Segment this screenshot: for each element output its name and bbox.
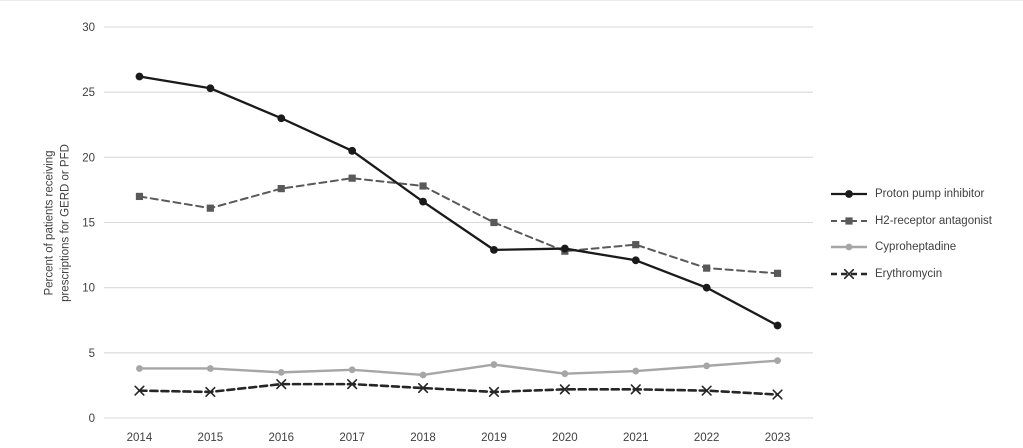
data-point-square <box>632 241 640 249</box>
data-point-circle <box>419 197 427 206</box>
data-point-circle <box>490 361 498 368</box>
data-point-square <box>773 269 782 277</box>
data-point-circle <box>561 370 569 378</box>
x-tick-label-2020: 2020 <box>552 432 578 444</box>
x-tick-label-2014: 2014 <box>127 432 153 444</box>
legend-marker-proton-pump-inhibitor-icon <box>831 190 867 199</box>
chart-legend: Proton pump inhibitor H2-receptor antagon… <box>830 181 992 287</box>
data-point-circle <box>845 243 853 251</box>
legend-item-erythromycin: Erythromycin <box>830 261 992 288</box>
data-point-x <box>417 382 429 394</box>
data-point-circle <box>702 283 711 292</box>
data-point-x <box>630 384 641 395</box>
data-point-circle <box>490 245 498 254</box>
data-point-x <box>276 379 287 390</box>
legend-label-proton-pump-inhibitor: Proton pump inhibitor <box>875 188 985 201</box>
data-point-circle <box>277 368 285 376</box>
y-axis-title-line-1: Percent of patients receiving <box>43 150 56 296</box>
data-point-square <box>277 185 285 193</box>
x-tick-label-2023: 2023 <box>765 432 791 444</box>
series-proton-pump-inhibitor <box>135 72 782 330</box>
data-point-circle <box>703 362 711 370</box>
data-point-circle <box>845 190 853 199</box>
data-point-circle <box>206 365 214 372</box>
y-tick-label-30: 30 <box>82 22 95 34</box>
legend-marker-h2-receptor-antagonist-icon <box>831 217 867 225</box>
data-point-x <box>559 384 570 395</box>
series-line-erythromycin <box>138 382 779 396</box>
data-point-square <box>419 182 427 190</box>
data-point-square <box>845 217 853 225</box>
data-point-x <box>488 386 500 398</box>
data-point-square <box>490 218 498 227</box>
y-tick-label-25: 25 <box>82 87 95 99</box>
legend-marker-erythromycin-x-icon <box>831 268 867 279</box>
data-point-circle <box>419 371 427 379</box>
y-tick-label-20: 20 <box>82 152 95 164</box>
x-tick-label-2018: 2018 <box>410 432 436 444</box>
x-tick-label-2015: 2015 <box>198 432 224 444</box>
data-point-square <box>206 204 214 212</box>
data-point-circle <box>773 321 782 330</box>
x-tick-label-2022: 2022 <box>694 432 720 444</box>
series-line-h2-receptor-antagonist <box>138 177 779 275</box>
series-h2-receptor-antagonist <box>135 174 782 277</box>
data-point-circle <box>206 84 215 93</box>
data-point-x <box>347 379 358 390</box>
x-axis-tick-labels: 2014 2015 2016 2017 2018 2019 2020 2021 2022 2023 <box>127 432 791 444</box>
data-point-circle <box>348 366 356 374</box>
y-tick-label-10: 10 <box>82 283 95 295</box>
x-tick-label-2021: 2021 <box>623 432 649 444</box>
legend-item-cyproheptadine: Cyproheptadine <box>830 234 992 261</box>
y-axis-title-line-2: prescriptions for GERD or PFD <box>59 144 71 302</box>
legend-item-h2-receptor-antagonist: H2-receptor antagonist <box>830 208 992 235</box>
data-point-circle <box>774 357 781 365</box>
legend-label-erythromycin: Erythromycin <box>875 267 943 280</box>
x-tick-label-2019: 2019 <box>481 432 507 444</box>
data-point-x <box>205 386 216 398</box>
data-point-circle <box>560 244 569 253</box>
data-point-x <box>134 385 145 396</box>
data-point-circle <box>277 114 286 123</box>
data-point-square <box>703 264 711 272</box>
x-tick-label-2016: 2016 <box>268 432 294 444</box>
y-tick-label-0: 0 <box>89 413 95 425</box>
series-erythromycin <box>134 379 783 400</box>
y-tick-label-15: 15 <box>82 218 95 230</box>
series-line-proton-pump-inhibitor <box>138 75 779 327</box>
data-point-circle <box>135 72 144 81</box>
data-point-square <box>135 192 144 201</box>
data-point-circle <box>348 146 357 155</box>
data-point-x <box>843 268 855 279</box>
series-line-cyproheptadine <box>138 359 779 377</box>
data-point-circle <box>632 367 640 375</box>
x-tick-label-2017: 2017 <box>339 432 365 444</box>
data-point-circle <box>631 256 640 265</box>
data-point-circle <box>136 365 143 372</box>
series-cyproheptadine <box>136 357 781 379</box>
data-point-x <box>701 385 712 396</box>
y-axis-title: Percent of patients receiving prescripti… <box>43 144 74 302</box>
legend-label-h2-receptor-antagonist: H2-receptor antagonist <box>875 214 992 227</box>
y-axis-tick-labels: 0 5 10 15 20 25 30 <box>82 22 95 425</box>
legend-item-proton-pump-inhibitor: Proton pump inhibitor <box>830 181 992 208</box>
data-point-x <box>772 389 783 400</box>
legend-marker-cyproheptadine-icon <box>831 243 867 251</box>
y-tick-label-5: 5 <box>89 348 95 360</box>
data-point-square <box>348 174 356 182</box>
legend-label-cyproheptadine: Cyproheptadine <box>875 241 957 254</box>
